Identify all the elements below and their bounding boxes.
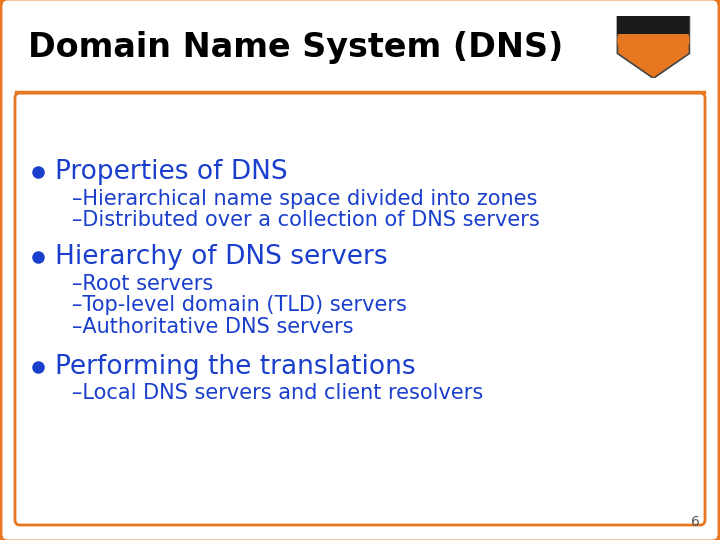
- Text: –Distributed over a collection of DNS servers: –Distributed over a collection of DNS se…: [72, 211, 540, 231]
- Polygon shape: [618, 16, 690, 78]
- Text: –Local DNS servers and client resolvers: –Local DNS servers and client resolvers: [72, 383, 483, 403]
- FancyBboxPatch shape: [15, 93, 705, 525]
- Text: Properties of DNS: Properties of DNS: [55, 159, 287, 185]
- Text: Hierarchy of DNS servers: Hierarchy of DNS servers: [55, 244, 387, 270]
- Polygon shape: [618, 16, 690, 33]
- Text: –Top-level domain (TLD) servers: –Top-level domain (TLD) servers: [72, 295, 407, 315]
- Text: Performing the translations: Performing the translations: [55, 354, 415, 380]
- FancyBboxPatch shape: [8, 10, 712, 88]
- Text: –Root servers: –Root servers: [72, 274, 213, 294]
- Text: 6: 6: [691, 515, 700, 529]
- Text: –Authoritative DNS servers: –Authoritative DNS servers: [72, 317, 354, 337]
- Polygon shape: [618, 36, 690, 65]
- Text: –Hierarchical name space divided into zones: –Hierarchical name space divided into zo…: [72, 189, 537, 209]
- Text: Domain Name System (DNS): Domain Name System (DNS): [28, 30, 563, 64]
